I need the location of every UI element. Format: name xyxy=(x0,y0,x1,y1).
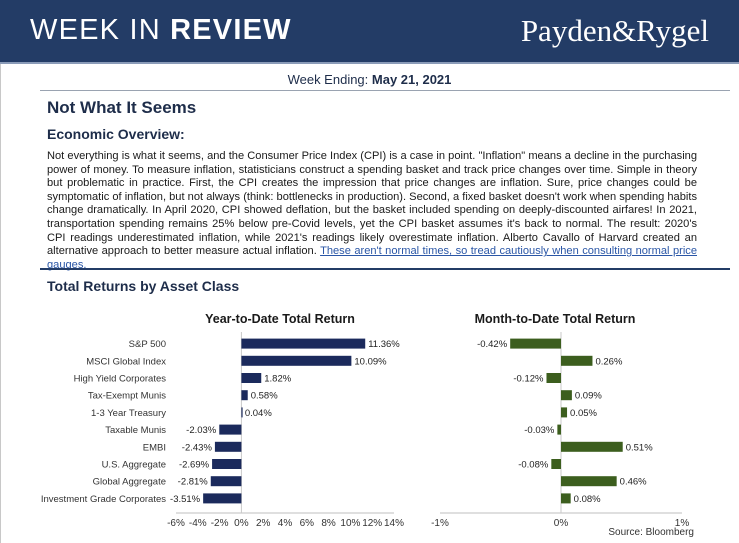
mtd-tick-label: 1% xyxy=(675,518,690,529)
mtd-bar xyxy=(561,441,623,452)
week-label: Week Ending: xyxy=(287,72,372,87)
mtd-value-label: 0.46% xyxy=(620,477,647,488)
week-ending: Week Ending: May 21, 2021 xyxy=(0,72,739,87)
mtd-bar xyxy=(510,338,561,349)
article-title: Not What It Seems xyxy=(47,98,197,117)
ytd-bar xyxy=(241,407,243,418)
ytd-tick-label: -6% xyxy=(167,518,185,529)
article-link[interactable]: These aren't normal times, so tread caut… xyxy=(47,245,697,271)
mtd-bar xyxy=(551,459,561,469)
mtd-value-label: 0.08% xyxy=(574,494,601,505)
ytd-bar xyxy=(241,338,366,349)
category-label: Investment Grade Corporates xyxy=(41,494,166,505)
ytd-tick-label: 4% xyxy=(278,518,293,529)
category-label: U.S. Aggregate xyxy=(102,460,166,471)
mtd-bar xyxy=(561,390,572,401)
week-date: May 21, 2021 xyxy=(371,72,452,87)
ytd-bar xyxy=(210,476,242,487)
category-label: 1-3 Year Treasury xyxy=(91,408,166,419)
ytd-bar xyxy=(241,355,352,366)
ytd-value-label: -3.51% xyxy=(170,494,201,505)
category-label: S&P 500 xyxy=(129,339,166,350)
ytd-tick-label: 12% xyxy=(362,518,382,529)
mtd-bar xyxy=(557,424,561,435)
mtd-value-label: 0.09% xyxy=(575,391,602,402)
ytd-value-label: -2.03% xyxy=(186,425,217,436)
mtd-value-label: -0.08% xyxy=(518,460,549,471)
mtd-value-label: -0.42% xyxy=(477,339,508,350)
mtd-value-label: -0.12% xyxy=(513,374,544,385)
mtd-bar xyxy=(561,493,571,504)
mtd-bar xyxy=(561,407,568,418)
ytd-tick-label: -2% xyxy=(211,518,229,529)
ytd-value-label: 11.36% xyxy=(368,339,400,350)
ytd-value-label: 0.58% xyxy=(251,391,278,402)
ytd-tick-label: 6% xyxy=(300,518,315,529)
ytd-bar xyxy=(212,459,242,469)
overview-heading: Economic Overview: xyxy=(47,126,185,142)
mtd-tick-label: -1% xyxy=(431,518,449,529)
mtd-value-label: -0.03% xyxy=(524,425,555,436)
category-label: MSCI Global Index xyxy=(86,356,166,367)
ytd-tick-label: 14% xyxy=(384,518,404,529)
category-label: EMBI xyxy=(143,442,166,453)
category-label: Global Aggregate xyxy=(93,477,166,488)
ytd-value-label: 0.04% xyxy=(245,408,272,419)
mtd-bar xyxy=(546,373,561,383)
title-bold: REVIEW xyxy=(170,14,292,46)
mtd-tick-label: 0% xyxy=(554,518,569,529)
ytd-value-label: -2.43% xyxy=(182,442,213,453)
ytd-bar xyxy=(214,441,242,452)
divider-mid xyxy=(40,268,730,270)
source-note: Source: Bloomberg xyxy=(608,527,694,538)
ytd-tick-label: 0% xyxy=(234,518,249,529)
ytd-tick-label: -4% xyxy=(189,518,207,529)
brand-logo: Payden&Rygel xyxy=(520,13,709,48)
ytd-value-label: -2.69% xyxy=(179,460,210,471)
returns-heading: Total Returns by Asset Class xyxy=(47,278,240,294)
ytd-chart-title: Year-to-Date Total Return xyxy=(205,312,355,326)
newsletter-title: WEEK IN REVIEW xyxy=(30,14,292,47)
divider-top xyxy=(40,90,730,91)
ytd-tick-label: 10% xyxy=(340,518,360,529)
category-label: High Yield Corporates xyxy=(74,374,167,385)
mtd-bar xyxy=(561,476,617,487)
category-label: Tax-Exempt Munis xyxy=(88,391,166,402)
mtd-chart-title: Month-to-Date Total Return xyxy=(475,312,636,326)
ytd-bar xyxy=(241,390,248,401)
mtd-value-label: 0.51% xyxy=(626,442,653,453)
page-edge xyxy=(0,0,1,543)
overview-body: Not everything is what it seems, and the… xyxy=(47,150,697,272)
ytd-value-label: -2.81% xyxy=(178,477,209,488)
mtd-value-label: 0.05% xyxy=(570,408,597,419)
header-stripe xyxy=(0,62,739,64)
returns-charts: Year-to-Date Total Return Month-to-Date … xyxy=(41,312,694,538)
title-light: WEEK IN xyxy=(30,14,171,46)
mtd-value-label: 0.26% xyxy=(595,356,622,367)
header-banner: WEEK IN REVIEW Payden&Rygel xyxy=(0,0,739,62)
mtd-bar xyxy=(561,355,593,366)
ytd-value-label: 10.09% xyxy=(354,356,387,367)
ytd-bar xyxy=(241,373,262,383)
ytd-tick-label: 8% xyxy=(321,518,336,529)
ytd-tick-label: 2% xyxy=(256,518,271,529)
category-label: Taxable Munis xyxy=(105,425,166,436)
overview-text: Not everything is what it seems, and the… xyxy=(47,150,697,258)
ytd-bar xyxy=(219,424,242,435)
ytd-bar xyxy=(203,493,242,504)
ytd-value-label: 1.82% xyxy=(264,374,291,385)
